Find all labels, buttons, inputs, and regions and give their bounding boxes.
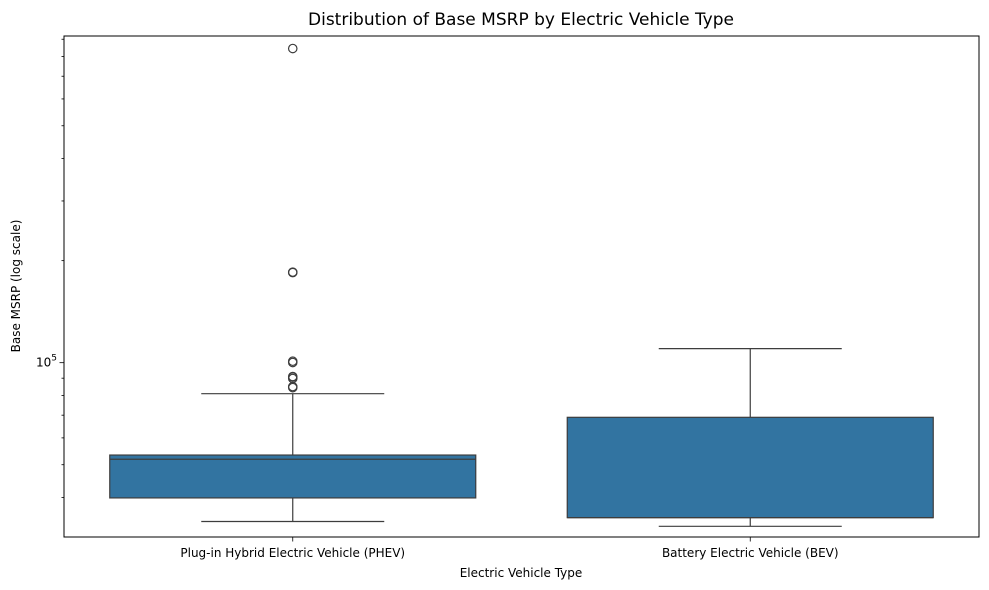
box-group (566, 348, 934, 527)
x-tick-label: Battery Electric Vehicle (BEV) (662, 546, 839, 560)
outlier-point (287, 43, 298, 54)
y-axis-label: Base MSRP (log scale) (9, 220, 23, 353)
chart-title: Distribution of Base MSRP by Electric Ve… (308, 10, 734, 30)
y-tick-label: 105 (36, 354, 57, 370)
y-axis: 105 (36, 38, 64, 498)
outlier-point (287, 356, 298, 367)
box-iqr (566, 416, 934, 519)
x-axis-label: Electric Vehicle Type (460, 566, 583, 580)
box-group (109, 43, 477, 523)
x-axis: Plug-in Hybrid Electric Vehicle (PHEV) Ba… (180, 537, 839, 560)
x-tick-label: Plug-in Hybrid Electric Vehicle (PHEV) (180, 546, 405, 560)
plot-area (63, 35, 980, 538)
box-iqr (109, 454, 477, 499)
outlier-point (287, 267, 298, 277)
outlier-point (287, 371, 298, 382)
plot-frame (63, 35, 980, 538)
